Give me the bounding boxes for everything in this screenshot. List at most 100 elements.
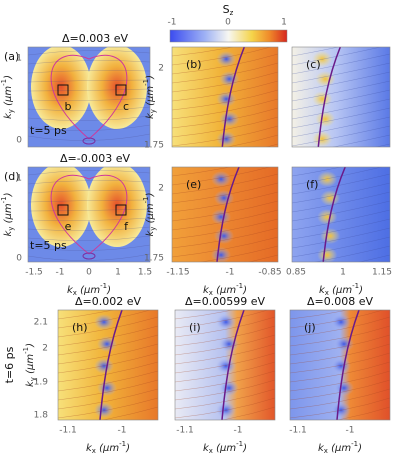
streamline: [290, 325, 390, 347]
panel: [28, 47, 150, 147]
streamline: [175, 343, 275, 365]
y-tick-label: 2.1: [34, 318, 48, 328]
axis-label: ky (μm-1): [0, 192, 15, 236]
heatmap-blob: [219, 380, 239, 396]
axis-label: ky (μm-1): [22, 343, 37, 387]
axis-label: ky (μm-1): [0, 75, 15, 119]
panel-frame: [171, 166, 279, 263]
y-tick-label: 2: [158, 184, 164, 194]
streamline: [172, 116, 278, 138]
zoom-box: [57, 204, 69, 216]
panel-frame: [171, 46, 279, 148]
streamline: [172, 47, 234, 57]
streamline: [292, 107, 390, 129]
boundary-curve: [317, 47, 341, 147]
streamline: [172, 167, 271, 186]
heatmap-blob: [312, 91, 333, 107]
zoom-box: [115, 84, 127, 96]
streamline: [172, 167, 231, 177]
panel-label: (a): [4, 50, 19, 63]
heatmap-blob: [331, 314, 351, 330]
streamline: [28, 244, 150, 251]
axis-label: kx (μm-1): [318, 440, 362, 455]
axis-label-unit: (μm: [328, 443, 351, 454]
streamline: [175, 310, 234, 320]
colorbar-tick: 1: [281, 18, 287, 28]
panel-title: Δ=0.002 eV: [75, 295, 141, 308]
panel-frame: [174, 309, 276, 421]
axis-label-sup: -1: [236, 282, 243, 290]
axis-label-sup: -1: [142, 196, 150, 203]
boundary-curve: [50, 174, 128, 255]
zoom-box: [57, 84, 69, 96]
heatmap-blob: [211, 171, 231, 187]
axis-label-unit: (μm: [25, 354, 36, 377]
heatmap-blob: [320, 190, 341, 206]
y-tick-label: 1.75: [144, 141, 164, 151]
panel-title: Δ=0.003 eV: [62, 32, 128, 45]
streamline: [292, 125, 390, 147]
heatmap-blob: [312, 51, 333, 67]
boundary-curve: [221, 310, 245, 420]
streamline: [172, 62, 278, 84]
y-tick-label: 1: [16, 54, 22, 64]
streamline: [290, 397, 390, 419]
panel-frame: [289, 309, 391, 421]
heatmap-blob: [312, 131, 333, 147]
axis-label-k: k: [67, 285, 74, 296]
heatmap-blob: [94, 314, 114, 330]
panel: [292, 167, 390, 262]
streamline: [290, 343, 390, 365]
axis-label-k: k: [145, 230, 156, 237]
heatmap: [292, 47, 390, 147]
streamline: [28, 115, 150, 121]
heatmap-blob: [216, 51, 237, 67]
axis-label-close: ): [357, 443, 362, 454]
streamline: [290, 310, 384, 329]
axis-label-sub: x: [92, 447, 96, 455]
x-tick-label: -1: [234, 426, 243, 436]
boundary-curve: [50, 54, 128, 140]
heatmap-blob: [331, 358, 351, 374]
streamline: [175, 370, 275, 392]
streamline: [292, 116, 390, 138]
streamline: [28, 97, 150, 101]
streamline: [28, 208, 150, 212]
streamline: [28, 106, 150, 111]
heatmap-blob: [214, 190, 234, 206]
streamline: [28, 235, 150, 241]
y-tick-label: 0: [16, 254, 22, 264]
axis-label-sup: -1: [0, 196, 8, 203]
axis-label-unit: (μm: [3, 86, 14, 109]
axis-label: ky (μm-1): [142, 75, 157, 119]
x-tick-label: -1.1: [176, 426, 194, 436]
heatmap-blob: [219, 336, 239, 352]
dot: [82, 252, 96, 260]
x-tick-label: 1: [340, 268, 346, 278]
streamline: [28, 180, 150, 185]
time-label: t=5 ps: [30, 124, 67, 137]
heatmap-lobe: [31, 167, 91, 247]
streamline: [172, 218, 278, 240]
axis-label-sup: -1: [142, 79, 150, 86]
heatmap-blob: [94, 358, 114, 374]
boundary-curve: [99, 310, 123, 420]
streamline: [172, 71, 278, 93]
panel: [292, 47, 390, 147]
streamline: [292, 47, 382, 66]
panel-label: (d): [4, 170, 20, 183]
axis-label-k: k: [319, 285, 326, 296]
streamline: [28, 60, 150, 65]
axis-label: ky (μm-1): [142, 192, 157, 236]
axis-label-close: ): [3, 75, 14, 80]
axis-label-k: k: [318, 443, 325, 454]
x-tick-label: -1: [118, 426, 127, 436]
x-tick-label: -1: [226, 268, 235, 278]
x-tick-label: -1.15: [166, 268, 189, 278]
colorbar-title-main: S: [223, 3, 230, 16]
colorbar-tick: 0: [225, 18, 231, 28]
streamline: [290, 370, 390, 392]
axis-label-sub: y: [149, 109, 157, 113]
streamline: [290, 334, 390, 356]
